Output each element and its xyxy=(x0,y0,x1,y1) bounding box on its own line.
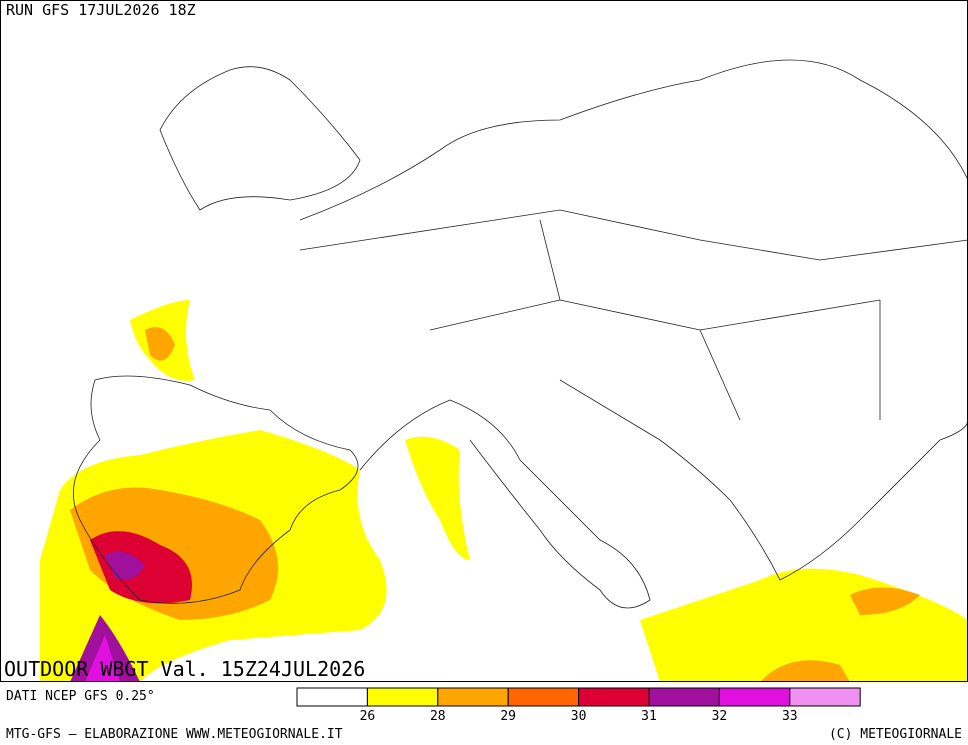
legend-swatch xyxy=(718,687,791,707)
coastline xyxy=(359,399,651,609)
footer-right: (C) METEOGIORNALE xyxy=(829,727,962,742)
coastline xyxy=(73,375,359,604)
legend-tick-label: 31 xyxy=(641,709,657,724)
border xyxy=(299,209,968,421)
map-title: OUTDOOR WBGT Val. 15Z24JUL2026 xyxy=(4,657,365,681)
heat-area xyxy=(85,635,120,682)
coastline xyxy=(159,66,361,211)
legend-swatch xyxy=(789,687,861,707)
coastline xyxy=(299,59,968,221)
heat-area xyxy=(145,327,175,361)
heat-area xyxy=(405,436,470,560)
legend-tick-label: 26 xyxy=(360,709,376,724)
heat-area xyxy=(760,660,850,682)
legend-swatch xyxy=(296,687,368,707)
footer-left: MTG-GFS — ELABORAZIONE WWW.METEOGIORNALE… xyxy=(6,727,343,742)
legend-swatch xyxy=(507,687,580,707)
legend-tick-label: 29 xyxy=(500,709,516,724)
color-legend: 26 28 29 30 31 32 33 xyxy=(296,687,861,724)
legend-swatch xyxy=(437,687,509,707)
legend-swatch xyxy=(366,687,439,707)
heat-area xyxy=(850,587,920,615)
legend-tick-label: 32 xyxy=(712,709,728,724)
legend-swatch xyxy=(648,687,720,707)
legend-tick-label: 33 xyxy=(782,709,798,724)
data-source: DATI NCEP GFS 0.25° xyxy=(6,689,155,704)
map-area xyxy=(0,0,968,682)
run-label: RUN GFS 17JUL2026 18Z xyxy=(6,1,196,19)
legend-tick-label: 30 xyxy=(571,709,587,724)
coastline xyxy=(559,379,968,581)
legend-tick-label: 28 xyxy=(430,709,446,724)
legend-swatch xyxy=(578,687,650,707)
